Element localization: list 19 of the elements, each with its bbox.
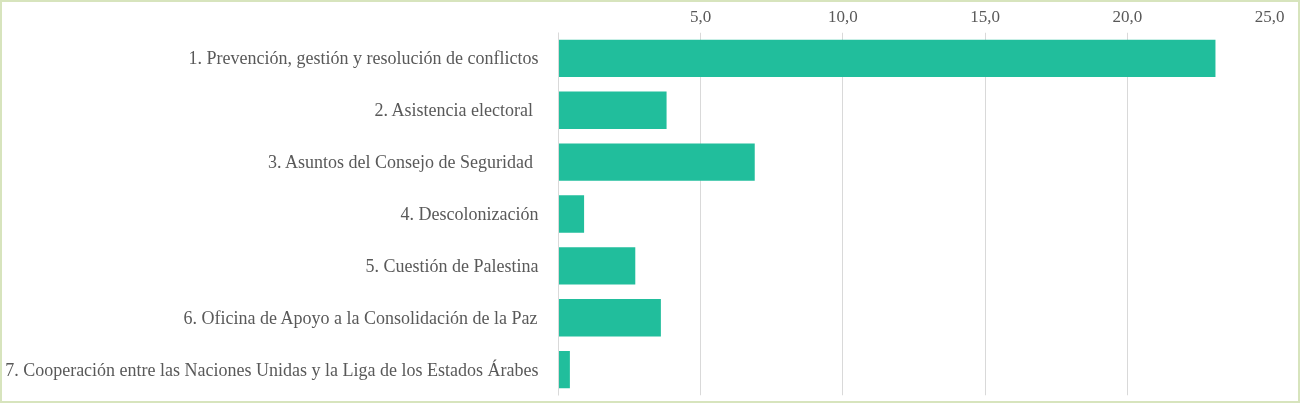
x-tick-label: 15,0 <box>970 6 1000 26</box>
bar <box>558 39 1216 78</box>
y-tick-label: 7. Cooperación entre las Naciones Unidas y la Liga de los Estados Árabes <box>5 358 539 380</box>
y-tick-label: 3. Asuntos del Consejo de Seguridad <box>268 152 534 173</box>
y-tick-label: 1. Prevención, gestión y resolución de conflictos <box>188 48 539 69</box>
x-tick-label: 20,0 <box>1112 6 1143 26</box>
y-tick-label: 4. Descolonización <box>400 204 539 224</box>
y-tick-label: 6. Oficina de Apoyo a la Consolidación de la Paz <box>183 307 538 328</box>
bar <box>558 247 636 285</box>
bar <box>558 350 570 389</box>
y-tick-label: 5. Cuestión de Palestina <box>365 255 539 276</box>
bar <box>558 143 755 181</box>
bar <box>558 299 661 337</box>
x-tick-label: 25,0 <box>1254 6 1285 26</box>
y-tick-label: 2. Asistencia electoral <box>374 100 534 121</box>
bar <box>558 91 667 129</box>
bar <box>558 195 585 233</box>
x-tick-label: 10,0 <box>828 6 858 26</box>
x-tick-label: 5,0 <box>690 6 712 26</box>
